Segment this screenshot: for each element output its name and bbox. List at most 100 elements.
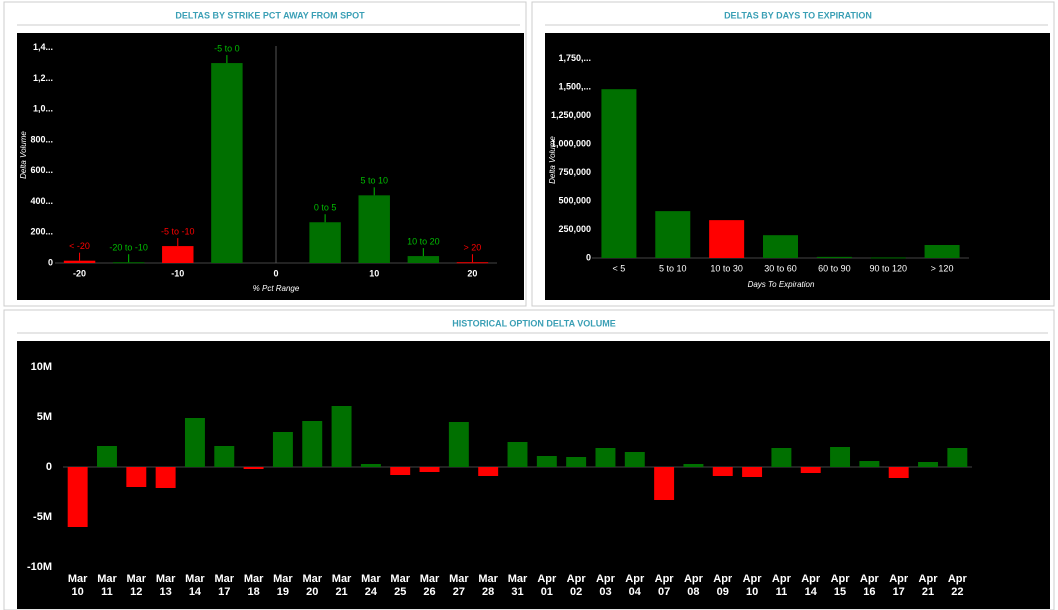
y-tick-label: 500,000 xyxy=(558,195,591,205)
y-tick-label: 1,4... xyxy=(33,42,53,52)
x-tick-label: Apr 22 xyxy=(947,573,967,598)
x-tick-label-box: Mar 19 xyxy=(273,573,293,598)
x-tick-label: < 5 xyxy=(613,263,626,273)
x-tick-label: Mar 27 xyxy=(449,573,469,598)
x-tick-label: Mar 19 xyxy=(273,573,293,598)
bar xyxy=(947,448,968,467)
bar xyxy=(126,467,147,487)
bar xyxy=(360,464,381,467)
x-tick-label-box: Mar 28 xyxy=(478,573,498,598)
bar xyxy=(595,448,616,467)
bar xyxy=(448,422,469,467)
bar xyxy=(742,467,763,477)
x-tick-label: Apr 04 xyxy=(625,573,645,598)
bar xyxy=(918,462,938,467)
x-tick-label: Apr 01 xyxy=(537,573,557,598)
x-tick-label-box: Apr 16 xyxy=(859,573,879,598)
x-tick-label: Apr 16 xyxy=(859,573,879,598)
x-tick-label-box: Apr 14 xyxy=(801,573,821,598)
x-tick-label-box: Mar 12 xyxy=(127,573,147,598)
bar xyxy=(507,442,528,467)
y-tick-label: 250,000 xyxy=(558,224,591,234)
x-tick-label: > 120 xyxy=(931,263,954,273)
bar-label: 0 to 5 xyxy=(314,203,337,213)
x-tick-label-box: Mar 25 xyxy=(390,573,410,598)
bar xyxy=(358,195,390,263)
x-tick-label-box: Apr 08 xyxy=(683,573,703,598)
x-tick-label: 30 to 60 xyxy=(764,263,797,273)
x-tick-label: Mar 13 xyxy=(155,573,176,598)
x-tick-label-box: Apr 15 xyxy=(830,573,850,598)
bar xyxy=(155,467,176,488)
x-tick-label: Mar 20 xyxy=(302,573,323,598)
x-tick-label-box: Apr 21 xyxy=(918,573,938,598)
bar xyxy=(924,244,960,258)
x-tick-label-box: Apr 10 xyxy=(743,573,762,598)
x-tick-label-box: Apr 03 xyxy=(595,573,615,598)
y-tick-label: -5M xyxy=(33,511,52,523)
bar xyxy=(456,262,489,264)
x-tick-label-box: Apr 02 xyxy=(567,573,586,598)
x-tick-label: 60 to 90 xyxy=(818,263,851,273)
x-tick-label: Apr 17 xyxy=(889,573,909,598)
y-tick-label: 1,250,000 xyxy=(551,110,591,120)
x-tick-label-box: Mar 31 xyxy=(508,573,528,598)
x-tick-label: 0 xyxy=(273,268,278,278)
y-axis-label: Delta Volume xyxy=(548,136,557,184)
x-tick-label: -10 xyxy=(171,268,184,278)
bar xyxy=(601,89,637,258)
y-tick-label: 1,0... xyxy=(33,104,53,114)
y-tick-label: 1,000,000 xyxy=(551,138,591,148)
bar-label: -5 to 0 xyxy=(214,43,240,53)
y-tick-label: 1,750,... xyxy=(558,53,591,63)
x-tick-label: Apr 14 xyxy=(801,573,821,598)
bar xyxy=(624,452,645,467)
bar xyxy=(566,457,587,467)
bar xyxy=(243,467,264,469)
x-tick-label-box: Apr 11 xyxy=(771,573,791,598)
bar xyxy=(654,467,675,500)
x-tick-label: Apr 03 xyxy=(595,573,615,598)
bar xyxy=(112,262,145,264)
bar xyxy=(536,456,557,467)
bar xyxy=(302,421,323,467)
bar xyxy=(390,467,411,475)
bar-label: -20 to -10 xyxy=(109,243,148,253)
bar xyxy=(309,222,341,263)
x-tick-label: 20 xyxy=(467,268,477,278)
bar xyxy=(63,260,96,263)
bar xyxy=(67,467,88,527)
bar xyxy=(211,63,243,263)
bar xyxy=(859,461,880,467)
x-tick-label-box: Apr 17 xyxy=(889,573,909,598)
x-tick-label: Apr 07 xyxy=(654,573,674,598)
x-tick-label: Mar 17 xyxy=(214,573,235,598)
x-tick-label: Mar 18 xyxy=(243,573,264,598)
x-tick-label: Apr 15 xyxy=(830,573,850,598)
x-tick-label: Apr 21 xyxy=(918,573,938,598)
x-tick-label: Mar 14 xyxy=(185,573,205,598)
x-tick-label-box: Mar 27 xyxy=(449,573,469,598)
x-tick-label-box: Apr 09 xyxy=(713,573,732,598)
x-tick-label-box: Mar 10 xyxy=(68,573,88,598)
x-tick-label: Mar 26 xyxy=(419,573,440,598)
bar xyxy=(816,256,852,258)
y-tick-label: 400... xyxy=(30,196,53,206)
x-tick-label-box: Mar 14 xyxy=(185,573,205,598)
chart-title: HISTORICAL OPTION DELTA VOLUME xyxy=(452,318,616,328)
bar xyxy=(683,464,704,467)
bar xyxy=(419,467,440,472)
y-tick-label: 0 xyxy=(586,252,591,262)
x-axis-label: % Pct Range xyxy=(253,284,300,293)
x-tick-label-box: Apr 22 xyxy=(947,573,967,598)
x-tick-label: 10 to 30 xyxy=(710,263,743,273)
y-tick-label: 750,000 xyxy=(558,167,591,177)
x-tick-label: Apr 11 xyxy=(771,573,791,598)
bar xyxy=(800,467,821,473)
x-tick-label: Mar 11 xyxy=(97,573,117,598)
x-tick-label: Mar 24 xyxy=(361,573,381,598)
x-tick-label: Apr 08 xyxy=(683,573,703,598)
bar xyxy=(709,220,745,258)
x-tick-label-box: Mar 11 xyxy=(97,573,117,598)
plot-area xyxy=(17,33,524,300)
